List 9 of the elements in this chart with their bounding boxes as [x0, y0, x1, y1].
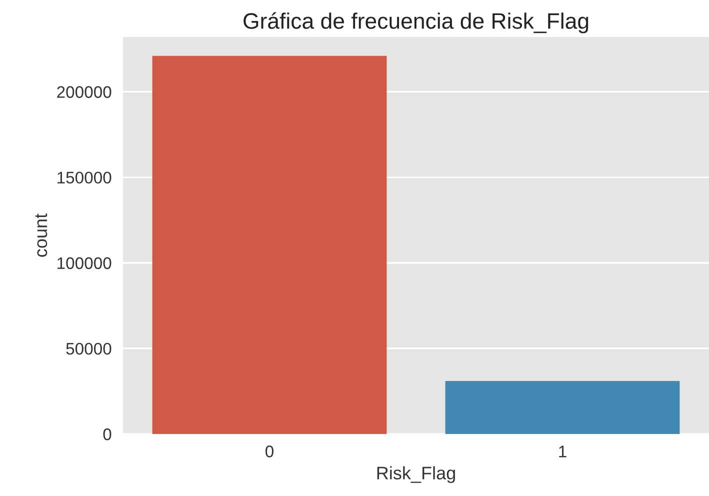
x-axis-title: Risk_Flag [377, 466, 455, 484]
chart-title: Gráfica de frecuencia de Risk_Flag [244, 12, 588, 34]
y-tick-label: 150000 [58, 172, 112, 184]
y-tick-label: 0 [103, 428, 112, 440]
y-axis-title: count [35, 214, 48, 257]
x-tick-label: 1 [559, 446, 566, 458]
y-tick-label: 100000 [58, 257, 112, 270]
y-tick-label: 200000 [57, 86, 112, 98]
y-tick-label: 50000 [66, 342, 112, 355]
